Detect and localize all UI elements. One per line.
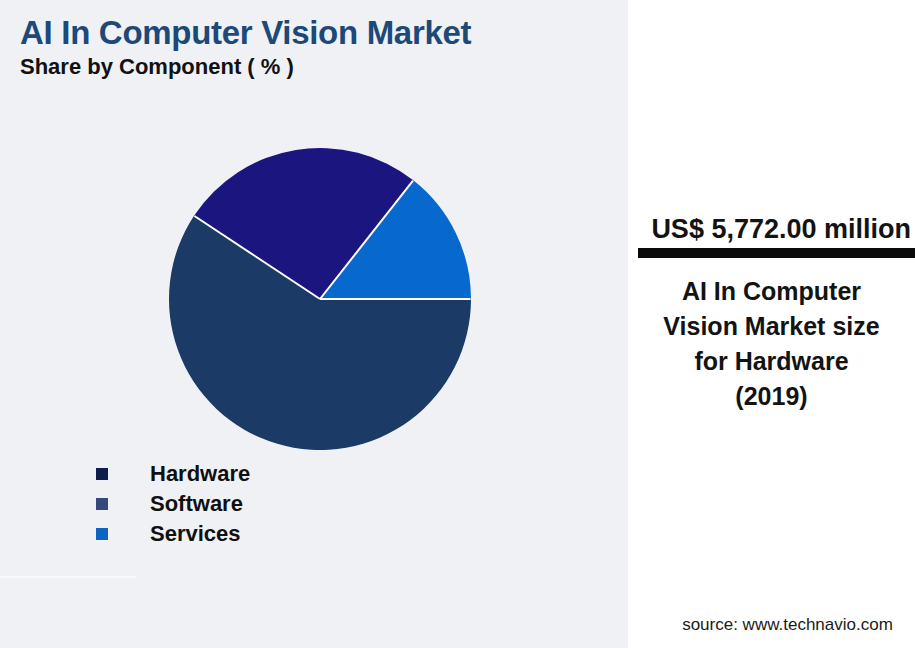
page-subtitle: Share by Component ( % ): [20, 54, 294, 80]
chart-legend: Hardware Software Services: [96, 459, 250, 549]
legend-item-hardware: Hardware: [96, 459, 250, 489]
description-line: (2019): [628, 379, 915, 414]
description-line: AI In Computer: [628, 274, 915, 309]
legend-item-services: Services: [96, 519, 250, 549]
legend-label: Software: [150, 491, 243, 517]
divider-line: [0, 576, 136, 578]
divider-bar: [638, 248, 915, 258]
market-value: US$ 5,772.00 million: [628, 214, 911, 245]
description-line: for Hardware: [628, 344, 915, 379]
legend-item-software: Software: [96, 489, 250, 519]
highlight-panel: US$ 5,772.00 million AI In Computer Visi…: [628, 0, 915, 648]
page-title: AI In Computer Vision Market: [20, 14, 471, 52]
description-line: Vision Market size: [628, 309, 915, 344]
source-text: source: www.technavio.com: [644, 615, 915, 635]
pie-chart: [149, 128, 493, 472]
legend-marker-services: [96, 528, 108, 540]
legend-label: Hardware: [150, 461, 250, 487]
legend-marker-software: [96, 498, 108, 510]
legend-marker-hardware: [96, 468, 108, 480]
legend-label: Services: [150, 521, 241, 547]
infographic-page: AI In Computer Vision Market Share by Co…: [0, 0, 915, 648]
market-description: AI In Computer Vision Market size for Ha…: [628, 274, 915, 414]
